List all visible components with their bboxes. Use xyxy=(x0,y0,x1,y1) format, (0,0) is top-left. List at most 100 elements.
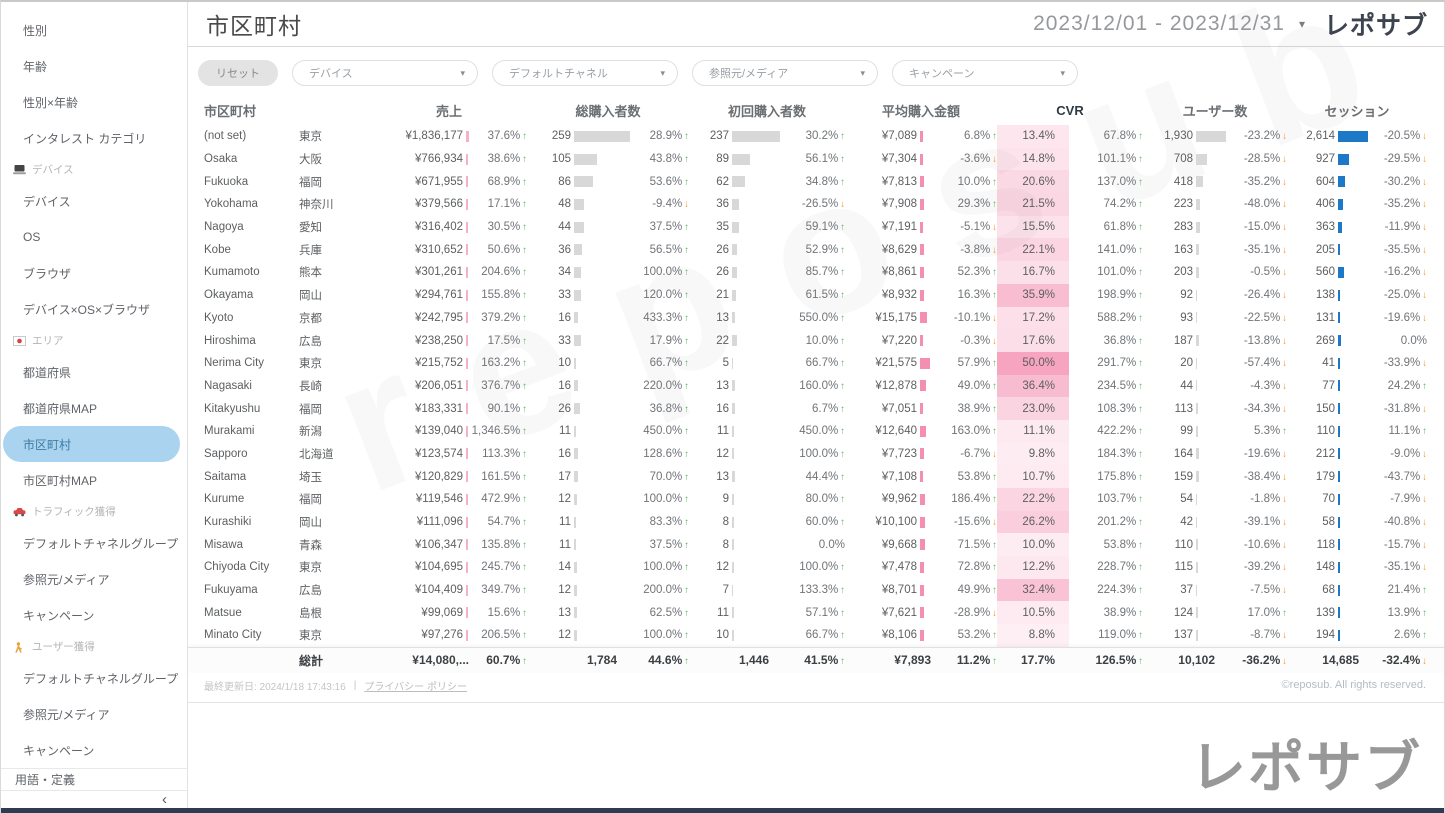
bar-cell xyxy=(917,329,931,352)
cell-first-buyers: 10 xyxy=(716,629,729,642)
filter-dropdown-3[interactable]: キャンペーン ▾ xyxy=(892,60,1078,86)
cell-total-buyers-change: 62.5% ↑ xyxy=(649,606,689,619)
column-header-7[interactable]: セッション xyxy=(1324,104,1390,119)
reset-button[interactable]: リセット xyxy=(198,60,278,86)
arrow-up-icon: ↑ xyxy=(840,335,845,347)
arrow-up-icon: ↑ xyxy=(522,222,527,234)
sidebar-item-1[interactable]: 年齢 xyxy=(23,59,48,74)
arrow-up-icon: ↑ xyxy=(992,380,997,392)
sidebar-item-17[interactable]: キャンペーン xyxy=(23,608,95,623)
column-header-1[interactable]: 売上 xyxy=(435,104,462,119)
bar-cell xyxy=(1335,579,1369,602)
cell-first-buyers-change: 66.7% ↑ xyxy=(805,629,845,642)
arrow-up-icon: ↑ xyxy=(1422,426,1427,438)
cell-avg-purchase: ¥7,089 xyxy=(881,130,917,143)
bar-cell xyxy=(571,511,631,534)
cell-prefecture: 福岡 xyxy=(299,176,322,189)
bar-cell xyxy=(1193,375,1227,398)
filter-dropdown-2[interactable]: 参照元/メディア ▾ xyxy=(692,60,878,86)
column-header-6[interactable]: ユーザー数 xyxy=(1182,104,1248,119)
sidebar-item-11[interactable]: 都道府県MAP xyxy=(23,401,98,416)
arrow-up-icon: ↑ xyxy=(1138,358,1143,370)
date-range-picker[interactable]: 2023/12/01 - 2023/12/31 ▾ xyxy=(1033,12,1306,36)
cell-total-buyers-change: 128.6% ↑ xyxy=(643,447,689,460)
brand-logo: レポサブ xyxy=(1323,12,1428,40)
sidebar-item-21[interactable]: キャンペーン xyxy=(23,743,95,758)
bar-cell xyxy=(917,624,931,647)
cell-total-buyers-change: 36.8% ↑ xyxy=(649,402,689,415)
avg-purchase-bar xyxy=(920,516,925,528)
cell-cvr-heat: 10.7% xyxy=(997,465,1069,488)
sidebar-item-12-selected[interactable]: 市区町村 xyxy=(3,426,180,462)
sidebar-item-6[interactable]: OS xyxy=(23,230,41,244)
cell-first-buyers-change: 0.0% xyxy=(818,538,845,551)
table-row: Chiyoda City 東京 ¥104,695 245.7% ↑ 14 100.0% ↑ 12… xyxy=(188,556,1444,579)
sidebar-item-5[interactable]: デバイス xyxy=(23,194,71,209)
bar-cell xyxy=(463,624,469,647)
filter-dropdown-1[interactable]: デフォルトチャネル ▾ xyxy=(492,60,678,86)
cell-sales: ¥310,652 xyxy=(415,243,463,256)
sessions-bar xyxy=(1338,471,1341,483)
filter-dropdown-0[interactable]: デバイス ▾ xyxy=(292,60,478,86)
arrow-down-icon: ↓ xyxy=(992,517,997,529)
arrow-down-icon: ↓ xyxy=(1422,403,1427,415)
cell-total-buyers-change: 37.5% ↑ xyxy=(649,538,689,551)
privacy-policy-link[interactable]: プライバシー ポリシー xyxy=(364,681,467,693)
arrow-down-icon: ↓ xyxy=(1282,154,1287,166)
cell-city: Matsue xyxy=(204,606,242,619)
sidebar-item-20[interactable]: 参照元/メディア xyxy=(23,707,110,722)
bar-cell xyxy=(1193,261,1227,284)
column-header-5[interactable]: CVR xyxy=(1056,103,1084,118)
sidebar-item-19[interactable]: デフォルトチャネルグループ xyxy=(23,671,179,686)
sidebar-item-7[interactable]: ブラウザ xyxy=(23,266,72,281)
first-buyers-bar xyxy=(732,561,735,573)
bar-cell xyxy=(1193,465,1227,488)
arrow-down-icon: ↓ xyxy=(1282,176,1287,188)
buyers-bar xyxy=(574,153,597,165)
sidebar-item-10[interactable]: 都道府県 xyxy=(23,365,72,380)
bar-cell xyxy=(1193,511,1227,534)
sidebar-item-glossary[interactable]: 用語・定義 xyxy=(1,768,187,790)
buyers-bar xyxy=(574,539,577,551)
cell-sales: ¥111,096 xyxy=(416,516,463,529)
sales-bar xyxy=(466,266,468,278)
cell-sales: ¥316,402 xyxy=(415,221,463,234)
column-header-4[interactable]: 平均購入金額 xyxy=(881,104,960,119)
arrow-up-icon: ↑ xyxy=(1138,290,1143,302)
cell-prefecture: 熊本 xyxy=(299,267,322,280)
sidebar-item-2[interactable]: 性別×年齢 xyxy=(23,95,79,110)
bar-cell xyxy=(571,533,631,556)
bar-cell xyxy=(729,511,781,534)
column-header-0[interactable]: 市区町村 xyxy=(204,104,257,119)
sidebar-item-3[interactable]: インタレスト カテゴリ xyxy=(23,131,147,146)
arrow-up-icon: ↑ xyxy=(840,494,845,506)
sidebar-item-16[interactable]: 参照元/メディア xyxy=(23,572,110,587)
cell-prefecture: 広島 xyxy=(299,335,322,348)
bar-cell xyxy=(729,148,781,171)
sessions-bar xyxy=(1338,176,1345,188)
column-header-3[interactable]: 初回購入者数 xyxy=(727,104,806,119)
cell-users-change: -10.6% ↓ xyxy=(1243,538,1287,551)
bar-cell xyxy=(463,170,469,193)
sidebar-section-9: エリア xyxy=(1,327,187,354)
cell-first-buyers-change: 60.0% ↑ xyxy=(805,516,845,529)
sessions-bar xyxy=(1338,221,1343,233)
cell-first-buyers-change: 61.5% ↑ xyxy=(805,289,845,302)
bar-cell xyxy=(729,238,781,261)
sidebar-item-15[interactable]: デフォルトチャネルグループ xyxy=(23,536,179,551)
cell-avg-purchase: ¥7,723 xyxy=(881,447,917,460)
cell-total-buyers: 26 xyxy=(558,402,571,415)
sidebar-item-8[interactable]: デバイス×OS×ブラウザ xyxy=(23,302,150,317)
cell-avg-purchase-change: 72.8% ↑ xyxy=(957,561,997,574)
sidebar-collapse-button[interactable]: ‹ xyxy=(1,790,187,808)
sidebar-item-0[interactable]: 性別 xyxy=(23,23,48,38)
sidebar-item-13[interactable]: 市区町村MAP xyxy=(23,473,98,488)
cell-sales-change: 376.7% ↑ xyxy=(481,379,527,392)
cell-users-change: -19.6% ↓ xyxy=(1243,447,1287,460)
cell-prefecture: 神奈川 xyxy=(299,199,334,212)
cell-sales-change: 17.1% ↑ xyxy=(487,198,527,211)
cell-avg-purchase: ¥8,701 xyxy=(881,584,917,597)
arrow-up-icon: ↑ xyxy=(840,426,845,438)
first-buyers-bar xyxy=(732,221,740,233)
column-header-2[interactable]: 総購入者数 xyxy=(575,104,641,119)
